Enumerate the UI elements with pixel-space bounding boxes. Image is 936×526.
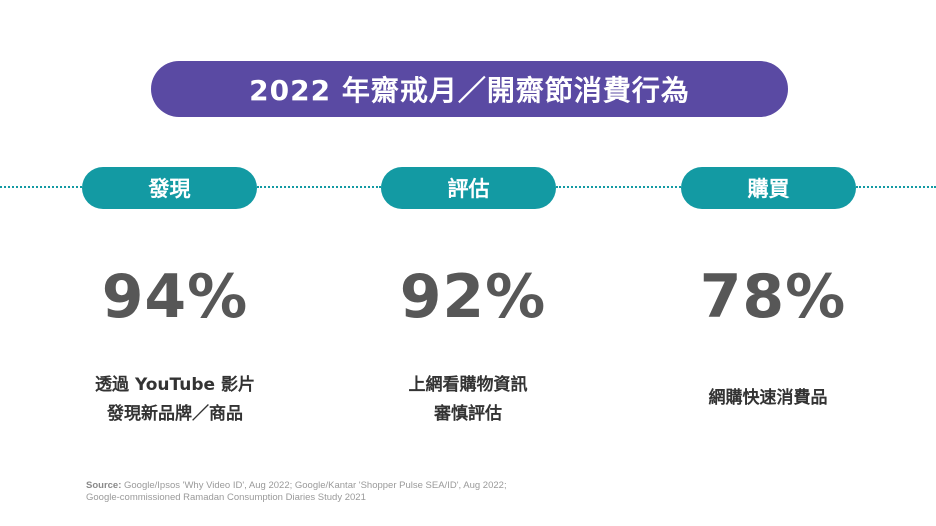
desc-line: 發現新品牌／商品 — [107, 404, 243, 424]
page-title: 2022 年齋戒月／開齋節消費行為 — [151, 61, 788, 117]
desc-discover: 透過 YouTube 影片 發現新品牌／商品 — [45, 371, 305, 429]
dotted-connector — [257, 186, 381, 188]
desc-line: 審慎評估 — [434, 404, 502, 424]
source-text: Google/Ipsos 'Why Video ID', Aug 2022; G… — [121, 480, 507, 491]
desc-line: 透過 YouTube 影片 — [95, 375, 255, 395]
stat-evaluate: 92% — [399, 262, 547, 332]
source-note: Source: Google/Ipsos 'Why Video ID', Aug… — [86, 480, 646, 504]
dotted-connector — [856, 186, 936, 188]
source-prefix: Source: — [86, 480, 122, 491]
stage-label-discover: 發現 — [82, 167, 257, 209]
desc-line: 網購快速消費品 — [708, 388, 828, 408]
stat-discover: 94% — [101, 262, 249, 332]
stat-purchase: 78% — [699, 262, 847, 332]
desc-line: 上網看購物資訊 — [408, 375, 528, 395]
stage-label-evaluate: 評估 — [381, 167, 556, 209]
dotted-connector — [0, 186, 82, 188]
source-line-1: Source: Google/Ipsos 'Why Video ID', Aug… — [86, 480, 646, 492]
desc-evaluate: 上網看購物資訊 審慎評估 — [338, 371, 598, 429]
stage-label-purchase: 購買 — [681, 167, 856, 209]
dotted-connector — [556, 186, 681, 188]
source-line-2: Google-commissioned Ramadan Consumption … — [86, 492, 366, 503]
desc-purchase: 網購快速消費品 — [638, 384, 898, 413]
